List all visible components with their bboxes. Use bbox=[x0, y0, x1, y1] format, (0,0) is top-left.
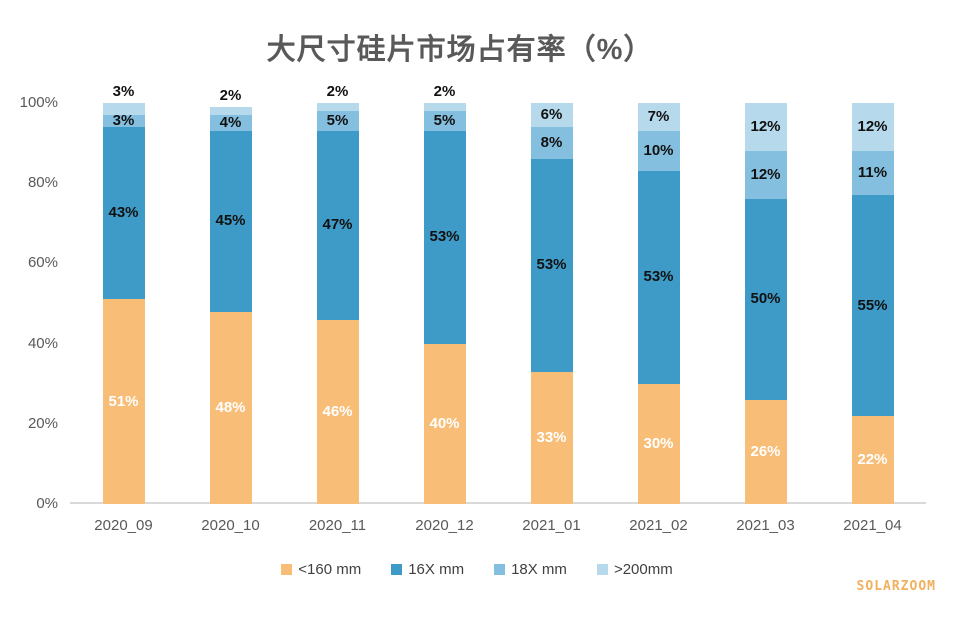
x-axis-category-label: 2021_03 bbox=[736, 517, 795, 534]
bar-segment-200mm-2021_02 bbox=[637, 103, 680, 132]
bar-data-label: 11% bbox=[857, 164, 888, 182]
x-axis-category-label: 2020_09 bbox=[94, 517, 153, 534]
y-axis-tick-label: 60% bbox=[27, 254, 58, 272]
x-axis-category-label: 2021_01 bbox=[522, 517, 581, 534]
x-axis-category-label: 2020_10 bbox=[201, 517, 260, 534]
bar-data-label: 7% bbox=[647, 108, 670, 126]
bar-segment-18Xmm-2021_02 bbox=[637, 131, 680, 172]
bar-segment-200mm-2021_03 bbox=[744, 103, 787, 152]
bar-segment-160mm-2021_04 bbox=[851, 415, 894, 504]
bar-segment-18Xmm-2020_12 bbox=[423, 111, 466, 132]
bar-data-label: 12% bbox=[750, 118, 781, 136]
bar-segment-160mm-2020_12 bbox=[423, 343, 466, 504]
bar-data-label: 53% bbox=[429, 228, 460, 246]
bar-segment-16Xmm-2021_02 bbox=[637, 171, 680, 384]
bar-data-label: 53% bbox=[643, 268, 674, 286]
legend-label: <160 mm bbox=[298, 561, 362, 578]
bar-data-label: 48% bbox=[215, 398, 246, 416]
bar-segment-200mm-2020_09 bbox=[102, 103, 145, 116]
legend-label: 16X mm bbox=[408, 561, 465, 578]
bar-data-label: 3% bbox=[112, 83, 135, 100]
bar-segment-160mm-2020_09 bbox=[102, 299, 145, 504]
bar-data-label: 53% bbox=[536, 256, 567, 274]
chart-legend: <160 mm 16X mm 18X mm >200mm bbox=[0, 561, 954, 578]
legend-item-18Xmm: 18X mm bbox=[494, 561, 567, 578]
legend-item-16Xmm: 16X mm bbox=[391, 561, 464, 578]
bar-segment-160mm-2020_10 bbox=[209, 311, 252, 504]
bar-data-label: 2% bbox=[433, 83, 456, 100]
chart-title: 大尺寸硅片市场占有率（%） bbox=[266, 34, 654, 66]
bar-segment-16Xmm-2020_10 bbox=[209, 131, 252, 312]
y-axis-tick-label: 0% bbox=[36, 495, 58, 512]
legend-label: 18X mm bbox=[511, 561, 567, 578]
x-axis-category-label: 2020_11 bbox=[308, 517, 367, 534]
bar-data-label: 43% bbox=[108, 204, 139, 222]
bar-segment-18Xmm-2021_04 bbox=[851, 151, 894, 196]
x-axis-category-label: 2020_12 bbox=[415, 517, 474, 534]
bar-data-label: 10% bbox=[643, 142, 674, 160]
bar-segment-160mm-2021_03 bbox=[744, 399, 787, 504]
legend-label: >200mm bbox=[613, 561, 673, 578]
bar-data-label: 26% bbox=[750, 442, 781, 460]
bar-segment-16Xmm-2020_09 bbox=[102, 127, 145, 300]
bar-segment-160mm-2021_02 bbox=[637, 383, 680, 504]
bar-data-label: 2% bbox=[219, 87, 242, 104]
legend-swatch bbox=[391, 564, 403, 575]
bar-data-label: 30% bbox=[643, 434, 674, 452]
bar-segment-16Xmm-2020_12 bbox=[423, 131, 466, 344]
bar-segment-18Xmm-2021_01 bbox=[530, 127, 573, 160]
bar-segment-18Xmm-2021_03 bbox=[744, 151, 787, 200]
bar-data-label: 2% bbox=[326, 83, 349, 100]
legend-swatch bbox=[596, 564, 608, 575]
bar-data-label: 50% bbox=[750, 290, 781, 308]
bar-data-label: 46% bbox=[322, 402, 353, 420]
bar-segment-16Xmm-2020_11 bbox=[316, 131, 359, 320]
bar-segment-160mm-2021_01 bbox=[530, 371, 573, 504]
x-axis-category-label: 2021_04 bbox=[843, 517, 902, 534]
watermark-logo: SOLARZOOM bbox=[856, 579, 936, 594]
bar-segment-18Xmm-2020_09 bbox=[102, 115, 145, 128]
bar-data-label: 4% bbox=[219, 114, 242, 132]
bar-segment-200mm-2021_01 bbox=[530, 103, 573, 128]
bar-segment-200mm-2020_12 bbox=[423, 103, 466, 112]
bar-segment-18Xmm-2020_10 bbox=[209, 115, 252, 132]
y-axis-tick-label: 40% bbox=[27, 334, 58, 352]
bar-segment-18Xmm-2020_11 bbox=[316, 111, 359, 132]
bar-data-label: 5% bbox=[326, 112, 349, 130]
bar-data-label: 6% bbox=[540, 106, 563, 124]
bar-data-label: 51% bbox=[108, 392, 139, 410]
y-axis-tick-label: 20% bbox=[27, 414, 58, 432]
bar-data-label: 12% bbox=[750, 166, 781, 184]
bar-segment-16Xmm-2021_04 bbox=[851, 195, 894, 416]
bar-data-label: 40% bbox=[429, 414, 460, 432]
bar-segment-200mm-2021_04 bbox=[851, 103, 894, 152]
x-axis-category-label: 2021_02 bbox=[629, 517, 688, 534]
bar-segment-200mm-2020_11 bbox=[316, 103, 359, 112]
bar-data-label: 3% bbox=[112, 112, 135, 130]
legend-swatch bbox=[281, 564, 293, 575]
bar-data-label: 5% bbox=[433, 112, 456, 130]
y-axis-tick-label: 80% bbox=[27, 174, 58, 192]
bar-segment-160mm-2020_11 bbox=[316, 319, 359, 504]
legend-swatch bbox=[494, 564, 506, 575]
legend-item-160mm: <160 mm bbox=[281, 561, 361, 578]
bar-data-label: 8% bbox=[540, 134, 563, 152]
bar-data-label: 33% bbox=[536, 428, 567, 446]
bar-segment-16Xmm-2021_03 bbox=[744, 199, 787, 400]
bar-data-label: 22% bbox=[857, 450, 888, 468]
y-axis-tick-label: 100% bbox=[19, 94, 58, 111]
bar-data-label: 55% bbox=[857, 296, 888, 314]
bar-data-label: 45% bbox=[215, 212, 246, 230]
bar-segment-16Xmm-2021_01 bbox=[530, 159, 573, 372]
bar-segment-200mm-2020_10 bbox=[209, 107, 252, 116]
legend-item-200mm: >200mm bbox=[596, 561, 673, 578]
bar-data-label: 47% bbox=[322, 216, 353, 234]
bar-data-label: 12% bbox=[857, 118, 888, 136]
plot-area bbox=[70, 103, 926, 504]
